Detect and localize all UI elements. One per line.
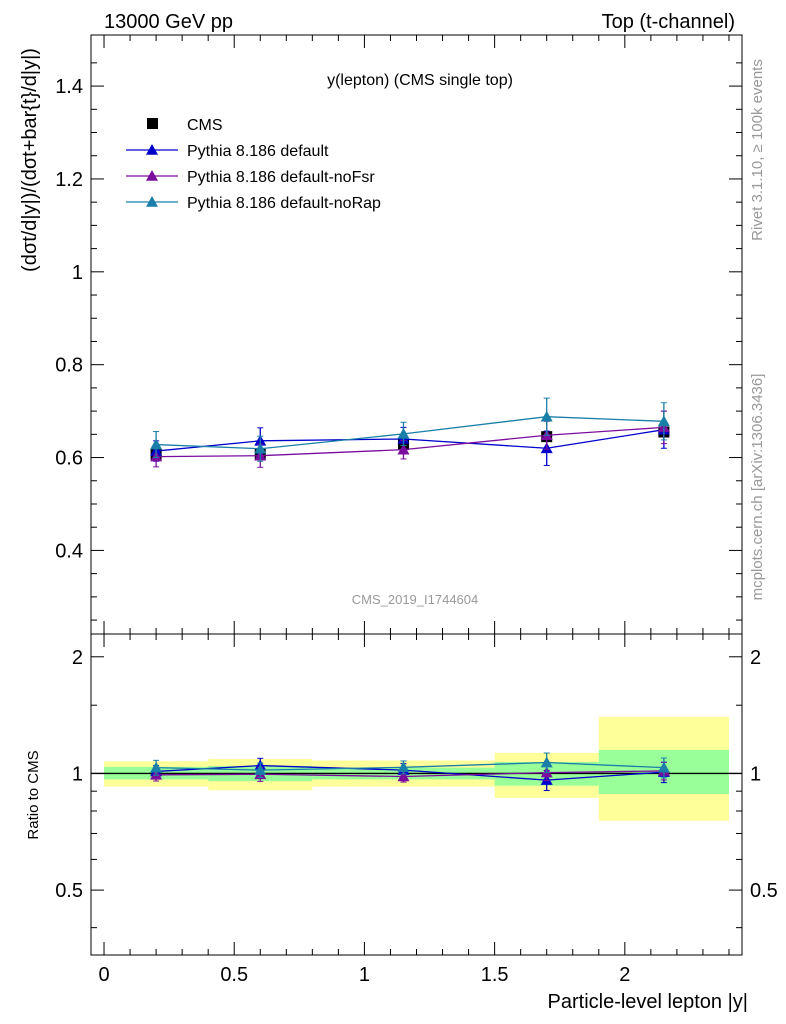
data-point — [397, 443, 410, 455]
y-tick-label-right: 2 — [750, 647, 761, 669]
ratio-data-layer — [150, 752, 670, 791]
legend-label: Pythia 8.186 default — [187, 143, 329, 160]
main-panel: y(lepton) (CMS single top) CMS_2019_I174… — [19, 34, 743, 635]
y-tick-label-right: 0.5 — [750, 880, 778, 902]
y-tick-label: 0.6 — [55, 448, 83, 470]
main-axes: 0.4 0.6 0.8 1 1.2 1.4 — [55, 34, 743, 635]
main-y-axis-label: (dσt/d|y|)/(dσt+bar{t}/d|y|) — [19, 48, 41, 272]
data-point — [254, 442, 267, 454]
y-tick-label: 0.8 — [55, 355, 83, 377]
header-energy: 13000 GeV pp — [104, 11, 233, 33]
ratio-data-point — [254, 764, 267, 775]
legend-marker — [147, 118, 158, 129]
x-tick-label: 0 — [98, 964, 109, 986]
x-tick-label: 1.5 — [481, 964, 509, 986]
ratio-series-2 — [150, 752, 670, 779]
y-tick-label: 0.5 — [55, 880, 83, 902]
legend-marker — [146, 196, 158, 207]
legend-entry: Pythia 8.186 default-noRap — [126, 195, 381, 212]
y-tick-label: 1.2 — [55, 169, 83, 191]
y-tick-label: 1 — [72, 763, 83, 785]
legend-marker — [146, 170, 158, 181]
ratio-data-point — [540, 756, 553, 768]
data-point — [540, 410, 553, 422]
rivet-version-label: Rivet 3.1.10, ≥ 100k events — [749, 59, 766, 241]
series-0 — [150, 426, 670, 460]
series-1 — [150, 410, 670, 466]
legend-marker — [146, 144, 158, 155]
ratio-panel: 0.5 1 2 0.5 1 2 0 0.5 1 1.5 2 Ratio to CMS Particl… — [25, 633, 778, 1013]
header-process: Top (t-channel) — [602, 11, 735, 33]
data-point — [657, 415, 670, 427]
ratio-axes: 0.5 1 2 0.5 1 2 0 0.5 1 1.5 2 — [55, 633, 778, 986]
y-tick-label: 2 — [72, 647, 83, 669]
legend: CMS Pythia 8.186 default Pythia 8.186 defa… — [126, 117, 381, 212]
data-point — [150, 438, 163, 450]
ratio-data-point — [657, 761, 670, 773]
analysis-watermark: CMS_2019_I1744604 — [352, 592, 479, 607]
main-title: y(lepton) (CMS single top) — [327, 72, 513, 89]
main-data-layer — [150, 397, 670, 468]
ratio-y-axis-label: Ratio to CMS — [25, 750, 42, 839]
x-tick-label: 0.5 — [220, 964, 248, 986]
ratio-data-point — [397, 770, 410, 782]
y-tick-label: 0.4 — [55, 540, 83, 562]
x-tick-label: 1 — [359, 964, 370, 986]
series-3 — [150, 397, 670, 462]
legend-entry: CMS — [147, 117, 223, 134]
data-point — [397, 427, 410, 439]
x-axis-label: Particle-level lepton |y| — [548, 991, 748, 1013]
legend-label: CMS — [187, 117, 223, 134]
ratio-data-point — [150, 761, 163, 773]
y-tick-label: 1 — [72, 262, 83, 284]
ratio-data-point — [397, 761, 410, 773]
legend-label: Pythia 8.186 default-noRap — [187, 195, 381, 212]
legend-label: Pythia 8.186 default-noFsr — [187, 169, 375, 186]
mcplots-credit-label: mcplots.cern.ch [arXiv:1306.3436] — [749, 374, 766, 601]
legend-entry: Pythia 8.186 default — [126, 143, 329, 160]
x-tick-label: 2 — [619, 964, 630, 986]
y-tick-label: 1.4 — [55, 76, 83, 98]
legend-entry: Pythia 8.186 default-noFsr — [126, 169, 375, 186]
y-tick-label-right: 1 — [750, 763, 761, 785]
